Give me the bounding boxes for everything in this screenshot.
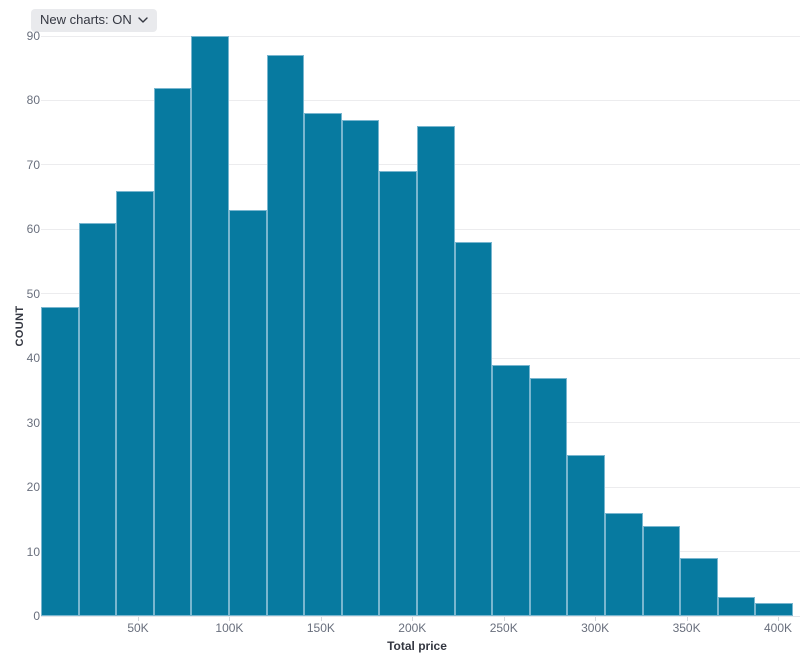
y-gridline [41,35,800,37]
histogram-bar[interactable] [680,558,718,616]
y-tick-label: 10 [26,544,40,559]
histogram-bar[interactable] [605,512,643,616]
y-tick-label: 50 [26,286,40,301]
y-axis-title: COUNT [14,305,26,347]
x-tick-mark [320,617,322,621]
x-tick-mark [778,617,779,621]
histogram-bar[interactable] [229,210,267,616]
y-tick-label: 90 [26,29,40,43]
x-tick-mark [412,617,414,621]
x-axis-title: Total price [387,639,447,653]
y-gridline [41,99,800,101]
new-charts-dropdown-label: New charts: ON [40,12,132,27]
new-charts-dropdown[interactable]: New charts: ON [31,9,157,32]
y-tick-label: 20 [26,480,40,495]
x-tick-mark [138,617,139,621]
histogram-bar[interactable] [266,55,305,616]
y-tick-label: 30 [26,415,40,430]
histogram-bar[interactable] [341,119,380,616]
x-tick-mark [686,617,688,621]
x-tick-label: 350K [672,621,701,635]
y-tick-label: 80 [26,93,40,108]
histogram-bar[interactable] [567,454,605,616]
x-axis-line [41,616,800,617]
histogram-bar[interactable] [454,242,493,616]
chevron-down-icon [138,17,148,23]
histogram-bar[interactable] [417,126,455,616]
histogram-bar[interactable] [717,596,756,616]
x-tick-label: 100K [215,621,244,635]
x-tick-label: 250K [489,621,518,635]
histogram-bar[interactable] [304,113,342,616]
histogram-bar[interactable] [41,306,79,616]
histogram-bar[interactable] [191,36,229,616]
x-tick-mark [595,617,597,621]
y-tick-label: 60 [26,222,40,237]
y-tick-label: 40 [26,351,40,366]
x-tick-label: 50K [127,621,149,635]
x-tick-label: 400K [763,621,793,635]
histogram-bar[interactable] [642,525,681,616]
x-tick-label: 300K [581,621,610,635]
x-tick-label: 150K [306,621,335,635]
x-tick-mark [503,617,505,621]
histogram-bar[interactable] [153,87,192,616]
histogram-bar[interactable] [116,190,154,616]
x-tick-mark [229,617,231,621]
histogram-bar[interactable] [755,603,793,616]
histogram-bar[interactable] [492,364,530,616]
histogram-bar[interactable] [78,222,117,616]
x-tick-label: 200K [398,621,427,635]
y-tick-label: 0 [33,609,40,623]
histogram-bar[interactable] [529,377,568,616]
histogram-bar[interactable] [379,171,417,616]
y-tick-label: 70 [26,157,40,172]
